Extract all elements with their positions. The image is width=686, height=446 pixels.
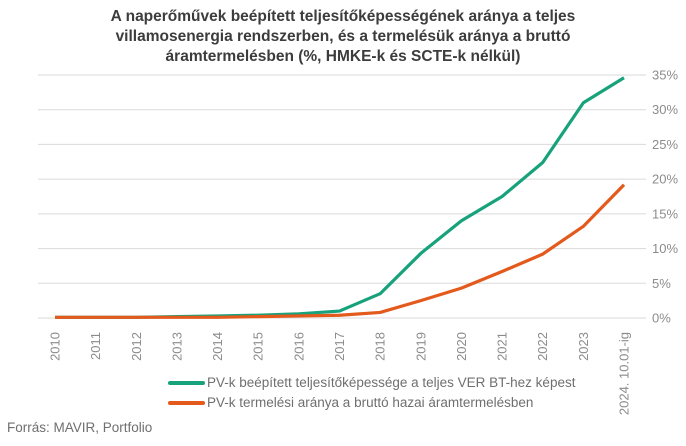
x-tick-label: 2011 — [88, 332, 103, 360]
x-tick-label: 2021 — [495, 332, 510, 361]
x-tick-label: 2020 — [454, 332, 469, 361]
x-tick-label: 2012 — [129, 332, 144, 361]
y-tick-label: 35% — [652, 68, 678, 83]
y-tick-label: 0% — [652, 311, 671, 326]
chart-title: A naperőművek beépített teljesítőképessé… — [0, 7, 686, 67]
x-tick-label: 2019 — [413, 332, 428, 361]
x-tick-label: 2017 — [332, 332, 347, 361]
legend-swatch-generation — [168, 401, 205, 405]
legend-label-capacity: PV-k beépített teljesítőképessége a telj… — [207, 375, 576, 390]
x-tick-label: 2014 — [210, 332, 225, 361]
y-tick-label: 30% — [652, 102, 678, 117]
y-tick-label: 20% — [652, 172, 678, 187]
y-tick-label: 25% — [652, 137, 678, 152]
x-tick-label: 2023 — [576, 332, 591, 361]
legend-item-capacity: PV-k beépített teljesítőképessége a telj… — [168, 375, 575, 391]
x-tick-label: 2013 — [169, 332, 184, 361]
y-tick-label: 15% — [652, 206, 678, 221]
legend-item-generation: PV-k termelési aránya a bruttó hazai ára… — [168, 395, 575, 411]
x-tick-label: 2015 — [251, 332, 266, 361]
y-tick-label: 5% — [652, 276, 671, 291]
y-tick-label: 10% — [652, 241, 678, 256]
x-tick-label: 2022 — [535, 332, 550, 361]
x-tick-label: 2010 — [48, 332, 63, 361]
x-tick-label: 2024. 10.01-ig — [617, 332, 632, 415]
series-line-0 — [55, 76, 625, 319]
legend-label-generation: PV-k termelési aránya a bruttó hazai ára… — [207, 395, 534, 410]
series-line-1 — [55, 183, 626, 319]
chart-legend: PV-k beépített teljesítőképessége a telj… — [168, 375, 575, 411]
legend-swatch-capacity — [168, 381, 205, 385]
x-tick-label: 2016 — [291, 332, 306, 361]
x-tick-label: 2018 — [373, 332, 388, 361]
chart-title-text: A naperőművek beépített teljesítőképessé… — [110, 8, 576, 65]
source-note: Forrás: MAVIR, Portfolio — [7, 420, 153, 435]
